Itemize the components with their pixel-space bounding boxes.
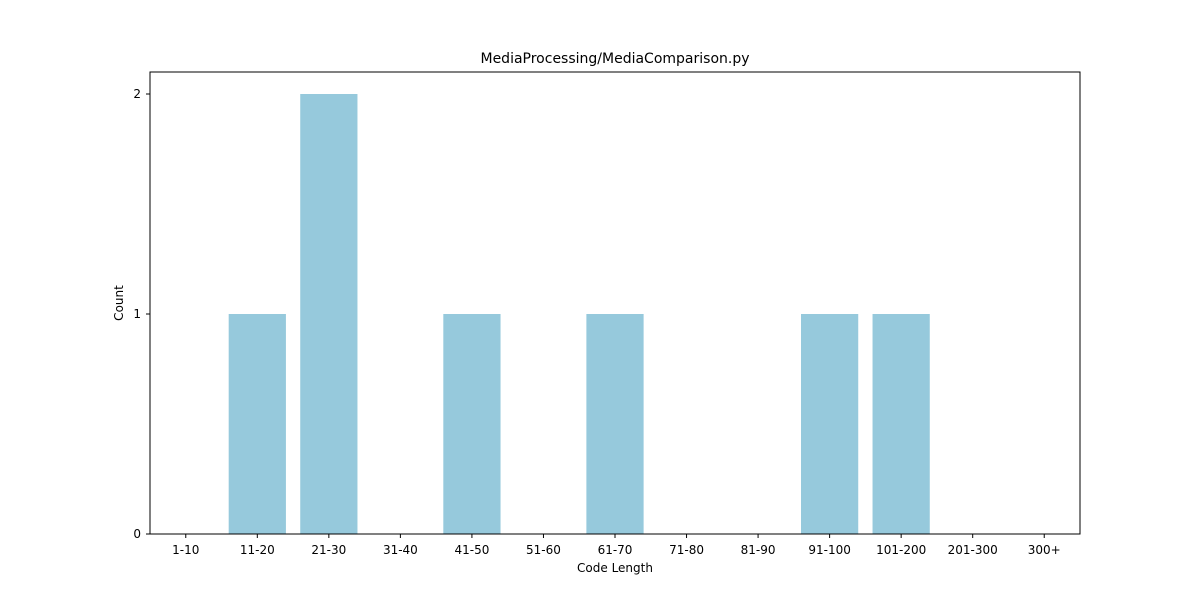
x-tick-label: 61-70 bbox=[598, 543, 633, 557]
x-tick-label: 1-10 bbox=[172, 543, 199, 557]
y-tick-label: 1 bbox=[133, 307, 141, 321]
chart-title: MediaProcessing/MediaComparison.py bbox=[480, 51, 749, 67]
y-axis-ticks: 0 1 2 bbox=[133, 87, 150, 541]
x-tick-label: 300+ bbox=[1028, 543, 1061, 557]
bar-61-70 bbox=[586, 314, 644, 534]
bar-21-30 bbox=[300, 94, 358, 534]
bars bbox=[228, 94, 930, 534]
x-tick-label: 31-40 bbox=[383, 543, 418, 557]
x-axis-label: Code Length bbox=[577, 561, 653, 575]
y-axis-label: Count bbox=[112, 285, 126, 321]
bar-41-50 bbox=[443, 314, 501, 534]
x-tick-label: 81-90 bbox=[741, 543, 776, 557]
bar-101-200 bbox=[872, 314, 930, 534]
bar-11-20 bbox=[228, 314, 286, 534]
x-tick-label: 201-300 bbox=[948, 543, 998, 557]
x-tick-label: 41-50 bbox=[454, 543, 489, 557]
x-tick-label: 101-200 bbox=[876, 543, 926, 557]
x-tick-label: 11-20 bbox=[240, 543, 275, 557]
x-tick-label: 91-100 bbox=[808, 543, 851, 557]
x-tick-label: 51-60 bbox=[526, 543, 561, 557]
x-tick-label: 71-80 bbox=[669, 543, 704, 557]
y-tick-label: 2 bbox=[133, 87, 141, 101]
bar-91-100 bbox=[801, 314, 859, 534]
x-tick-label: 21-30 bbox=[311, 543, 346, 557]
x-axis-ticks: 1-10 11-20 21-30 31-40 41-50 51-60 61-70 71-80 8… bbox=[172, 534, 1061, 557]
y-tick-label: 0 bbox=[133, 527, 141, 541]
